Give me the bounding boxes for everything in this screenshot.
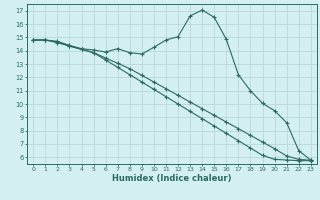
X-axis label: Humidex (Indice chaleur): Humidex (Indice chaleur) bbox=[112, 174, 232, 183]
